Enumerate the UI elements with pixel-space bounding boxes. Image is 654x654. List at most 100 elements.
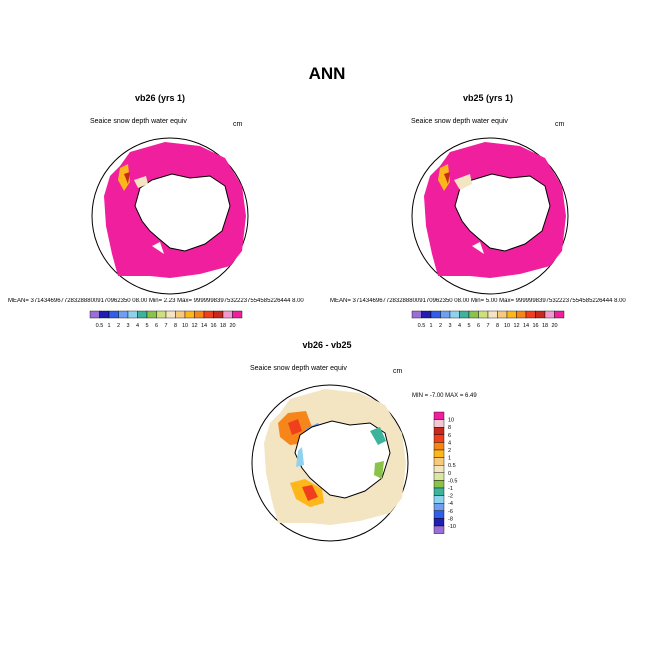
- colorbar-tick-label: -2: [448, 494, 453, 500]
- colorbar-tick-label: 8: [448, 425, 451, 431]
- colorbar-swatch: [175, 310, 186, 319]
- units-label-vb26: cm: [233, 121, 243, 128]
- units-label-diff: cm: [393, 368, 403, 375]
- colorbar-swatch: [194, 310, 205, 319]
- colorbar-swatch: [516, 310, 527, 319]
- colorbar-swatch: [433, 465, 445, 474]
- colorbar-tick-label: 1: [429, 323, 432, 329]
- colorbar-swatch: [156, 310, 167, 319]
- colorbar-tick-label: 7: [164, 323, 167, 329]
- colorbar-swatch: [554, 310, 565, 319]
- variable-label-vb26: Seaice snow depth water equiv: [90, 118, 187, 125]
- colorbar-swatch: [222, 310, 233, 319]
- colorbar-swatch: [487, 310, 498, 319]
- panel-title-vb26: vb26 (yrs 1): [134, 93, 186, 103]
- colorbar-tick-label: 18: [220, 323, 226, 329]
- colorbar-tick-label: 3: [448, 323, 451, 329]
- colorbar-tick-label: 6: [477, 323, 480, 329]
- colorbar-tick-label: 14: [201, 323, 207, 329]
- colorbar-tick-label: 1: [448, 456, 451, 462]
- panel-title-diff: vb26 - vb25: [302, 340, 352, 350]
- units-label-vb25: cm: [555, 121, 565, 128]
- colorbar-tick-label: 6: [155, 323, 158, 329]
- colorbar-tick-label: 12: [513, 323, 519, 329]
- colorbar-tick-label: -0.5: [448, 478, 457, 484]
- colorbar-tick-label: 14: [523, 323, 529, 329]
- colorbar-tick-label: -6: [448, 509, 453, 515]
- colorbar-swatch: [433, 502, 445, 511]
- colorbar-tick-label: 0.5: [418, 323, 426, 329]
- colorbar-tick-label: 16: [532, 323, 538, 329]
- stats-vb26: MEAN= 371434696772832888009170962350 08.…: [8, 298, 304, 304]
- colorbar-tick-label: 0.5: [448, 463, 456, 469]
- colorbar-swatch: [497, 310, 508, 319]
- colorbar-swatch: [430, 310, 441, 319]
- colorbar-tick-label: 20: [551, 323, 557, 329]
- colorbar-swatch: [213, 310, 224, 319]
- colorbar-swatch: [544, 310, 555, 319]
- colorbar-tick-label: 2: [448, 448, 451, 454]
- colorbar-swatch: [108, 310, 119, 319]
- colorbar-swatch: [118, 310, 129, 319]
- colorbar-tick-label: -8: [448, 516, 453, 522]
- colorbar-swatch: [89, 310, 100, 319]
- colorbar-tick-label: 2: [439, 323, 442, 329]
- colorbar-vb25: 0.5 1 2 3 4 5 6 7 8 10 12 14 16 18 20: [411, 310, 565, 329]
- colorbar-swatch: [440, 310, 451, 319]
- colorbar-tick-label: 4: [458, 323, 461, 329]
- panel-title-vb25: vb25 (yrs 1): [462, 93, 514, 103]
- colorbar-swatch: [165, 310, 176, 319]
- colorbar-swatch: [478, 310, 489, 319]
- colorbar-swatch: [146, 310, 157, 319]
- colorbar-swatch: [411, 310, 422, 319]
- colorbar-swatch: [433, 419, 445, 428]
- colorbar-swatch: [433, 442, 445, 451]
- colorbar-tick-label: 6: [448, 433, 451, 439]
- colorbar-swatch: [433, 434, 445, 443]
- colorbar-swatch: [99, 310, 110, 319]
- colorbar-tick-label: 5: [145, 323, 148, 329]
- colorbar-tick-label: 1: [107, 323, 110, 329]
- colorbar-tick-label: 8: [496, 323, 499, 329]
- colorbar-tick-label: 12: [191, 323, 197, 329]
- colorbar-tick-label: 10: [504, 323, 510, 329]
- colorbar-tick-label: 10: [448, 418, 454, 424]
- colorbar-swatch: [468, 310, 479, 319]
- colorbar-swatch: [137, 310, 148, 319]
- page-title: ANN: [308, 64, 346, 83]
- colorbar-swatch: [525, 310, 536, 319]
- colorbar-swatch: [127, 310, 138, 319]
- colorbar-swatch: [433, 457, 445, 466]
- colorbar-tick-label: 7: [486, 323, 489, 329]
- colorbar-diff: 108 64 2 10.5 0-0.5 -1 -2-4 -6-8 -10: [433, 411, 457, 534]
- colorbar-tick-label: 20: [229, 323, 235, 329]
- colorbar-swatch: [433, 480, 445, 489]
- map-vb26: [91, 137, 249, 295]
- variable-label-diff: Seaice snow depth water equiv: [250, 365, 347, 372]
- colorbar-swatch: [232, 310, 243, 319]
- colorbar-tick-label: 0.5: [96, 323, 104, 329]
- colorbar-swatch: [433, 449, 445, 458]
- map-vb25: [411, 137, 569, 295]
- colorbar-tick-label: -10: [448, 524, 456, 530]
- colorbar-tick-label: -4: [448, 501, 453, 507]
- colorbar-swatch: [433, 518, 445, 527]
- colorbar-swatch: [449, 310, 460, 319]
- colorbar-tick-label: 3: [126, 323, 129, 329]
- colorbar-tick-label: 18: [542, 323, 548, 329]
- colorbar-tick-label: -1: [448, 486, 453, 492]
- colorbar-swatch: [203, 310, 214, 319]
- colorbar-tick-label: 10: [182, 323, 188, 329]
- colorbar-swatch: [433, 525, 445, 534]
- minmax-diff: MIN = -7.00 MAX = 6.49: [412, 393, 477, 399]
- colorbar-swatch: [184, 310, 195, 319]
- colorbar-swatch: [506, 310, 517, 319]
- colorbar-swatch: [433, 495, 445, 504]
- colorbar-swatch: [433, 510, 445, 519]
- colorbar-swatch: [433, 427, 445, 436]
- colorbar-tick-label: 2: [117, 323, 120, 329]
- colorbar-tick-label: 0: [448, 471, 451, 477]
- stats-vb25: MEAN= 371434696772832888009170962350 08.…: [330, 298, 626, 304]
- colorbar-vb26: 0.5 1 2 3 4 5 6 7 8 10 12 14 16 18 20: [89, 310, 243, 329]
- map-diff: [251, 384, 409, 542]
